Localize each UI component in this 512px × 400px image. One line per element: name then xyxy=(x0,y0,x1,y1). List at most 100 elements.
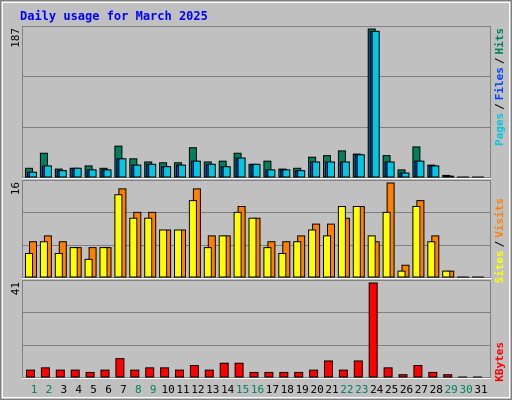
bar xyxy=(386,161,395,178)
bar xyxy=(337,206,346,278)
panel xyxy=(22,280,491,378)
x-tick-label: 19 xyxy=(296,383,309,396)
x-tick-label: 9 xyxy=(150,383,157,396)
legend-entry: Sites xyxy=(493,250,506,283)
bar xyxy=(144,217,153,278)
legend-separator: / xyxy=(493,57,506,64)
bar xyxy=(73,167,82,178)
bar xyxy=(192,160,201,178)
x-tick-label: 30 xyxy=(459,383,472,396)
bar xyxy=(54,253,63,278)
legend-entry: Files xyxy=(493,67,506,100)
bar xyxy=(40,367,50,378)
bar xyxy=(234,362,244,378)
x-tick-label: 20 xyxy=(310,383,323,396)
bar xyxy=(252,163,261,178)
bar xyxy=(237,157,246,178)
bar xyxy=(222,166,231,178)
bar xyxy=(353,360,363,378)
bar xyxy=(148,163,157,178)
bar xyxy=(371,30,380,178)
bar xyxy=(279,371,289,378)
x-tick-label: 8 xyxy=(135,383,142,396)
bar xyxy=(174,229,182,278)
x-tick-label: 6 xyxy=(105,383,112,396)
bar xyxy=(293,241,302,278)
bar xyxy=(338,369,348,378)
bar xyxy=(267,169,276,178)
legend-separator: / xyxy=(493,103,506,110)
bar xyxy=(401,172,410,178)
x-tick-label: 18 xyxy=(281,383,294,396)
bar xyxy=(427,241,436,278)
x-tick-label: 10 xyxy=(161,383,174,396)
bar xyxy=(99,247,108,278)
bar xyxy=(163,166,172,178)
y-tick-label: 187 xyxy=(9,28,22,48)
x-tick-label: 11 xyxy=(176,383,189,396)
bar xyxy=(312,161,321,178)
bar xyxy=(397,270,406,278)
x-tick-label: 2 xyxy=(46,383,53,396)
x-tick-label: 29 xyxy=(445,383,458,396)
bar xyxy=(278,253,287,278)
x-tick-label: 3 xyxy=(60,383,67,396)
x-tick-label: 31 xyxy=(474,383,487,396)
bar xyxy=(43,165,52,178)
bar xyxy=(55,369,65,378)
legend: Pages / Files / Hits xyxy=(493,28,506,146)
bar xyxy=(58,170,67,178)
x-tick-label: 28 xyxy=(430,383,443,396)
bar xyxy=(368,282,378,378)
x-tick-label: 16 xyxy=(251,383,264,396)
bar xyxy=(367,235,376,278)
bar xyxy=(203,247,212,278)
bar xyxy=(159,229,168,278)
bar xyxy=(264,371,274,378)
bar xyxy=(323,235,331,278)
x-tick-label: 12 xyxy=(191,383,204,396)
bar xyxy=(130,369,140,378)
bar xyxy=(118,158,127,178)
bar xyxy=(204,369,214,378)
y-tick-label: 41 xyxy=(9,282,22,295)
y-tick-label: 16 xyxy=(9,182,22,195)
bar xyxy=(308,229,317,278)
bar xyxy=(327,161,335,178)
x-tick-label: 26 xyxy=(400,383,413,396)
chart-title: Daily usage for March 2025 xyxy=(20,9,208,23)
bar xyxy=(428,371,438,378)
x-tick-label: 23 xyxy=(355,383,368,396)
bar xyxy=(297,170,306,178)
legend-entry: Pages xyxy=(493,113,506,146)
bar xyxy=(25,253,33,278)
bar xyxy=(218,235,227,278)
legend-entry: KBytes xyxy=(493,342,506,382)
bar xyxy=(341,161,350,178)
x-tick-label: 5 xyxy=(90,383,97,396)
bar xyxy=(26,369,35,378)
x-tick-label: 14 xyxy=(221,383,235,396)
bar xyxy=(39,241,48,278)
bar xyxy=(145,367,155,378)
x-tick-label: 15 xyxy=(236,383,249,396)
bar xyxy=(233,211,242,278)
bar xyxy=(442,270,451,278)
bar xyxy=(324,360,333,378)
legend-entry: Visits xyxy=(493,198,506,238)
bar xyxy=(352,206,361,278)
bar xyxy=(207,163,216,178)
bar xyxy=(29,171,37,178)
bar xyxy=(189,365,199,378)
bar xyxy=(69,247,78,278)
x-tick-label: 27 xyxy=(415,383,428,396)
bar xyxy=(188,200,197,278)
x-tick-label: 22 xyxy=(340,383,353,396)
bar xyxy=(263,247,272,278)
x-tick-label: 1 xyxy=(31,383,38,396)
bar xyxy=(160,367,170,378)
bar xyxy=(416,160,425,178)
x-tick-label: 4 xyxy=(75,383,82,396)
